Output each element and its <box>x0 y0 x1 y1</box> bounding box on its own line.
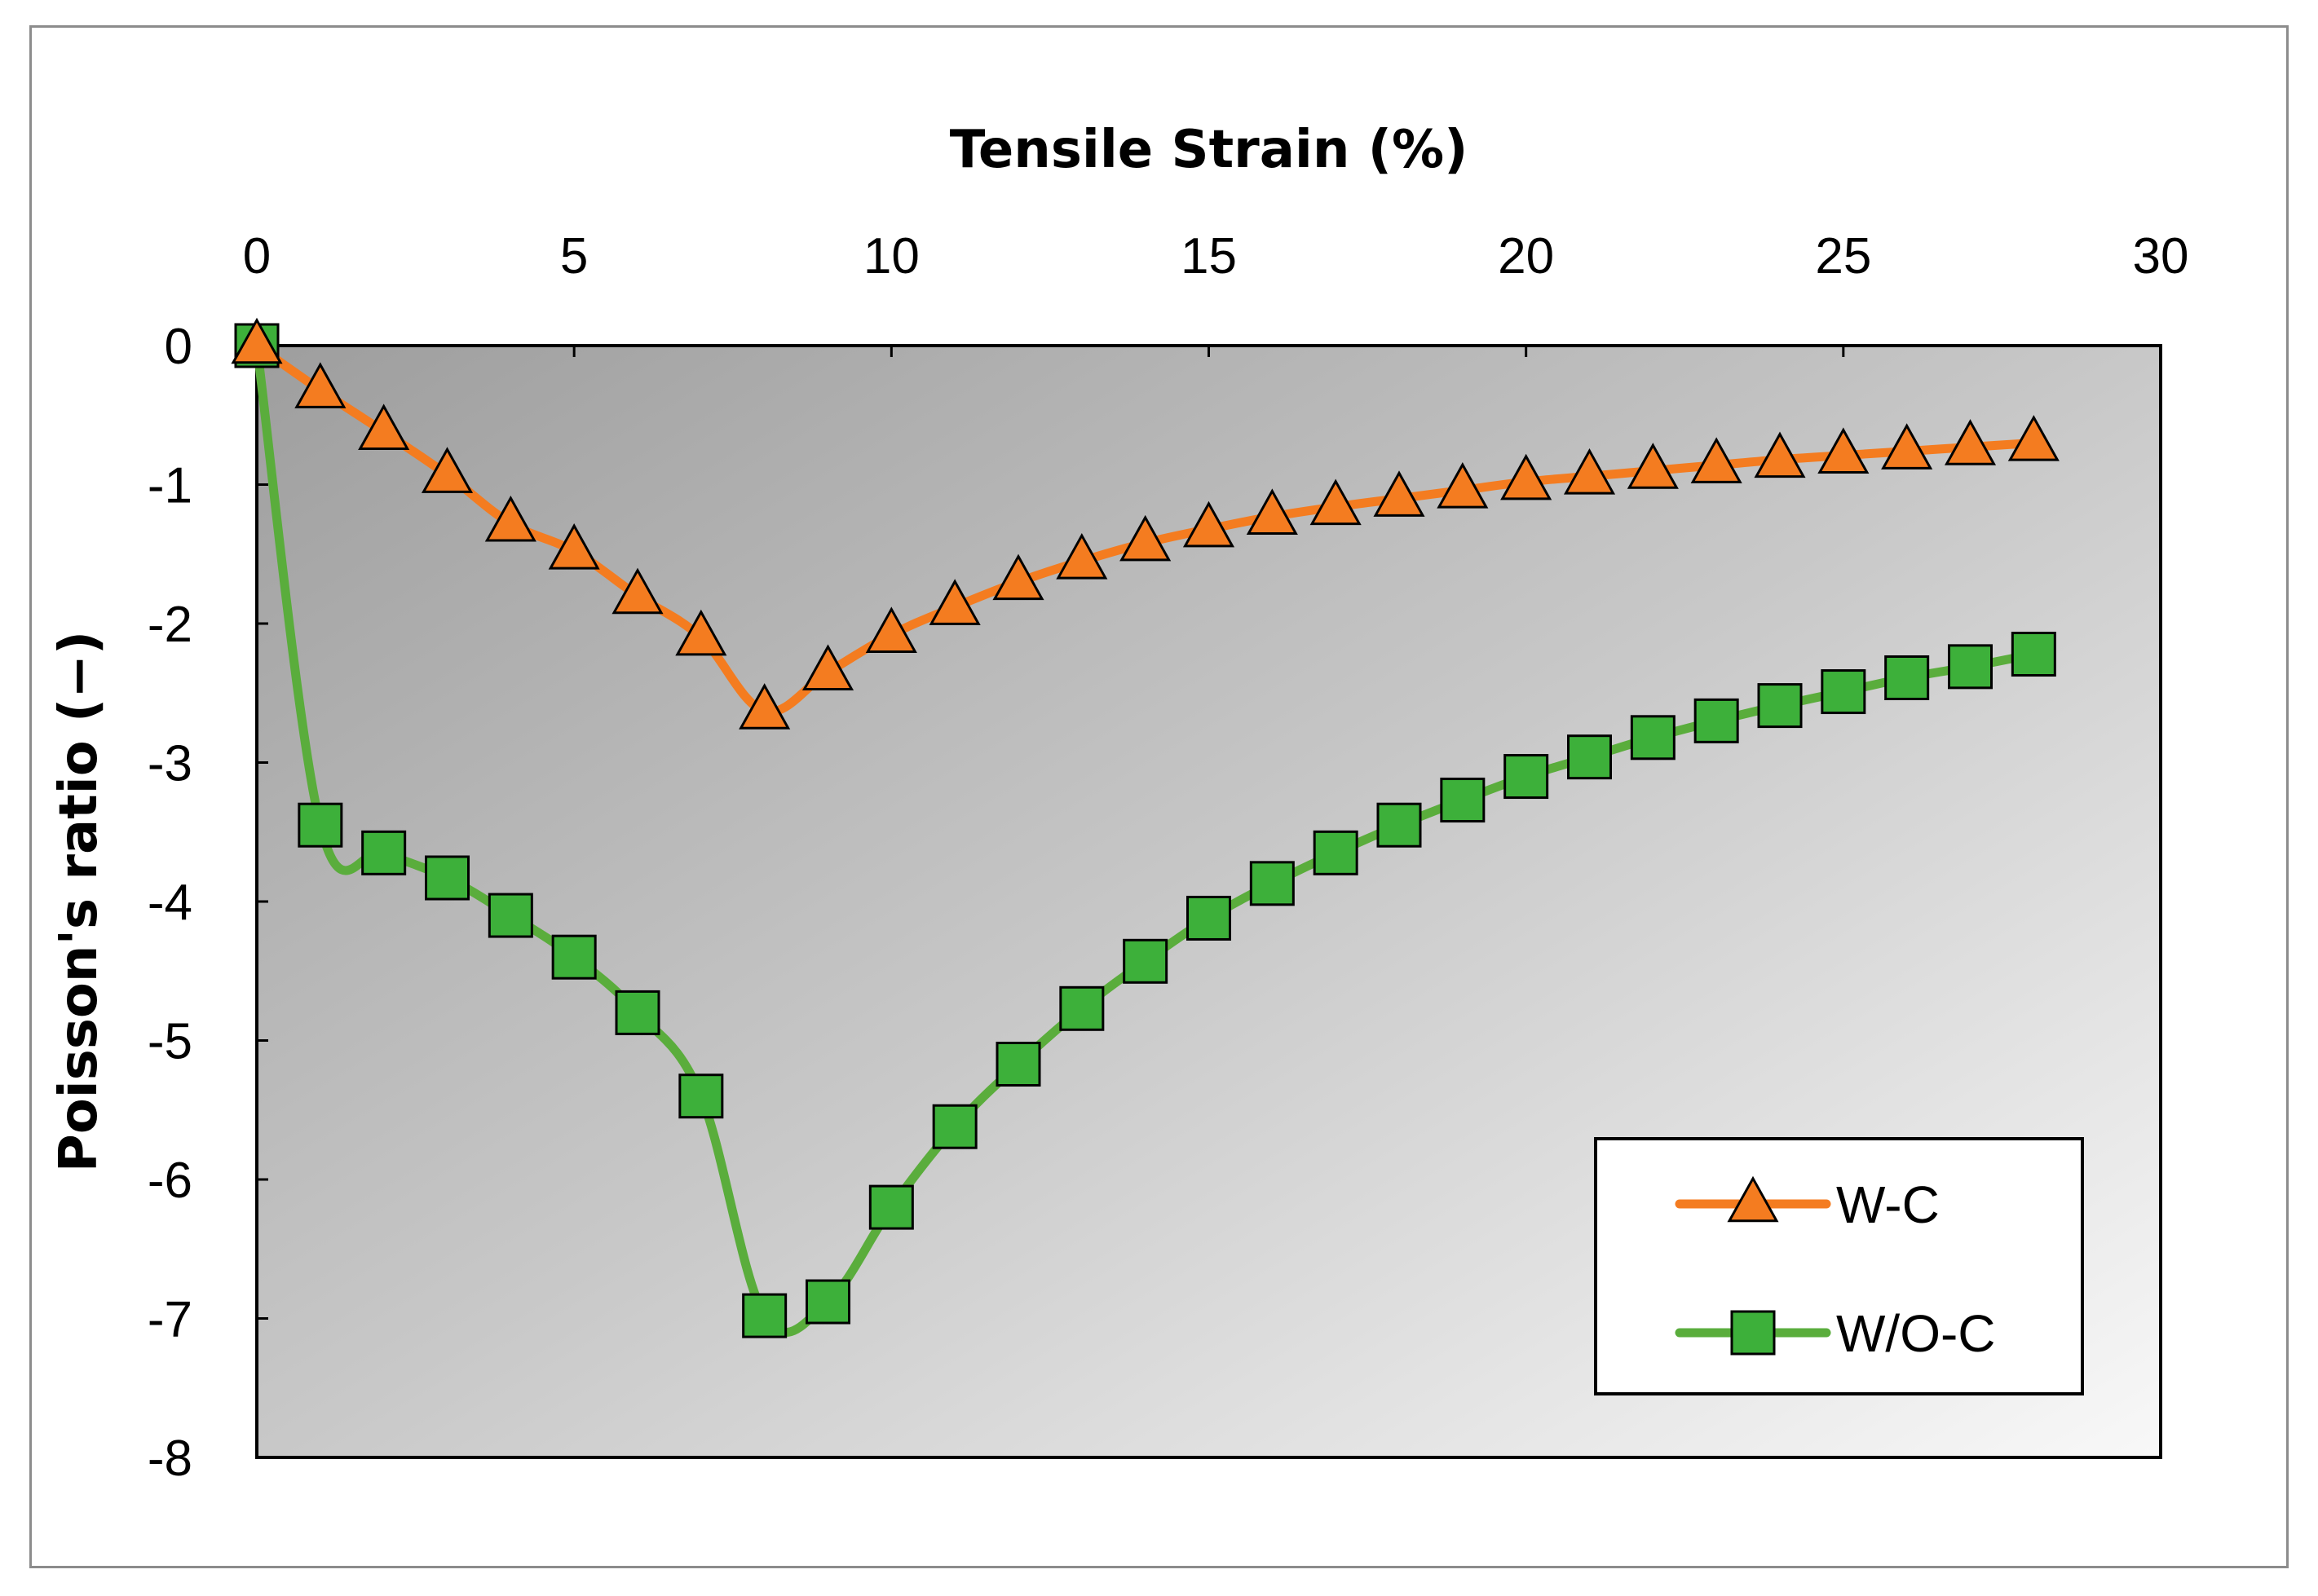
data-point <box>1757 683 1803 729</box>
legend <box>1594 1137 2084 1395</box>
data-point <box>421 447 474 493</box>
data-point <box>1690 437 1742 483</box>
data-point <box>358 403 410 451</box>
y-tick-label: -4 <box>148 875 192 931</box>
data-point <box>1754 431 1806 478</box>
data-point <box>742 1293 788 1338</box>
data-point <box>1123 938 1168 984</box>
data-point <box>1246 488 1298 536</box>
data-point <box>739 683 791 730</box>
data-point <box>1186 895 1231 941</box>
data-point <box>1567 734 1612 780</box>
data-point <box>1249 861 1295 906</box>
data-point <box>1693 698 1739 743</box>
data-point <box>1881 423 1933 470</box>
legend-marker <box>1727 1175 1779 1223</box>
data-point <box>992 553 1044 601</box>
x-axis-title: Tensile Strain (%) <box>950 120 1468 180</box>
y-tick-label: 0 <box>165 319 192 375</box>
y-tick-label: -1 <box>148 458 192 514</box>
data-point <box>1182 500 1235 548</box>
data-point <box>1309 478 1362 526</box>
data-point <box>612 567 664 615</box>
data-point <box>932 1104 978 1149</box>
x-tick-label: 30 <box>2133 228 2189 284</box>
data-point <box>1437 462 1489 509</box>
data-point <box>996 1041 1041 1087</box>
data-point <box>2007 415 2060 461</box>
data-point <box>865 606 917 653</box>
data-point <box>1503 754 1549 800</box>
y-tick-label: -6 <box>148 1153 192 1209</box>
data-point <box>615 990 660 1035</box>
data-point <box>806 1279 850 1325</box>
data-point <box>1376 802 1422 848</box>
y-axis-title: Poisson's ratio (−) <box>49 631 109 1172</box>
data-point <box>929 579 981 625</box>
data-point <box>1627 443 1679 489</box>
y-tick-label: -5 <box>148 1014 192 1070</box>
y-tick-label: -2 <box>148 597 192 653</box>
data-point <box>868 1184 914 1230</box>
x-tick-label: 25 <box>1815 228 1871 284</box>
data-point <box>1630 715 1676 761</box>
data-point <box>675 609 727 656</box>
data-point <box>548 523 600 570</box>
data-point <box>1821 669 1866 715</box>
data-point <box>1500 453 1552 500</box>
data-point <box>1563 447 1616 495</box>
y-tick-label: -3 <box>148 736 192 792</box>
data-point <box>361 830 407 875</box>
data-point <box>678 1074 724 1119</box>
data-point <box>1373 470 1425 517</box>
data-point <box>551 934 597 980</box>
y-tick-label: -7 <box>148 1292 192 1348</box>
data-point <box>1119 514 1172 562</box>
data-point <box>231 317 283 364</box>
data-point <box>1059 985 1105 1031</box>
x-tick-label: 20 <box>1498 228 1554 284</box>
data-point <box>1884 655 1930 700</box>
data-point <box>294 362 347 408</box>
data-point <box>484 495 536 542</box>
data-point <box>1944 419 1997 465</box>
legend-marker <box>1730 1310 1776 1356</box>
x-tick-label: 15 <box>1181 228 1237 284</box>
x-tick-label: 10 <box>863 228 920 284</box>
legend-label: W/O-C <box>1836 1304 1996 1363</box>
y-tick-label: -8 <box>148 1431 192 1487</box>
data-point <box>2011 632 2056 677</box>
data-point <box>801 644 854 690</box>
x-tick-label: 0 <box>243 228 271 284</box>
data-point <box>298 802 343 848</box>
data-point <box>1817 427 1870 474</box>
data-point <box>425 855 470 901</box>
data-point <box>1313 830 1358 875</box>
x-tick-label: 5 <box>560 228 588 284</box>
data-point <box>1056 532 1108 580</box>
legend-label: W-C <box>1836 1175 1940 1234</box>
data-point <box>1440 778 1486 823</box>
data-point <box>488 893 533 938</box>
data-point <box>1948 644 1993 690</box>
